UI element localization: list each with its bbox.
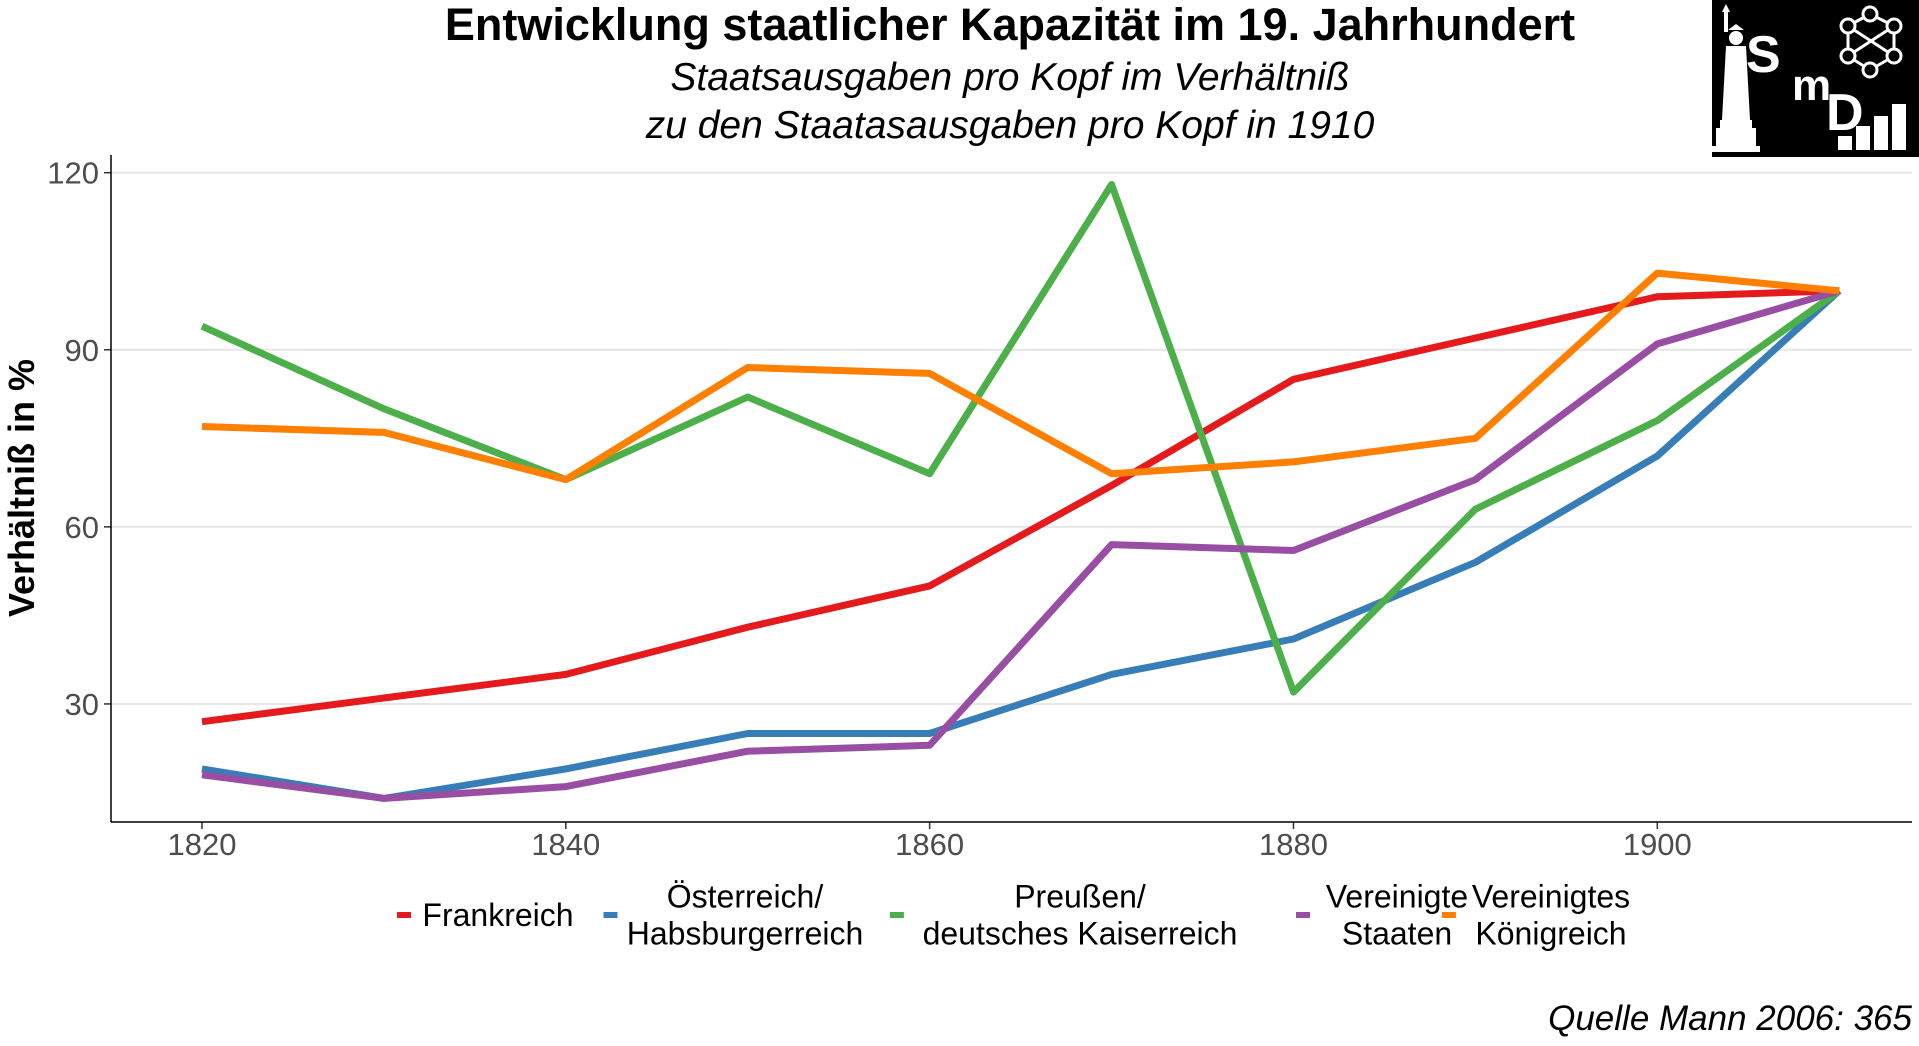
logo-letter-s: S [1746,26,1781,84]
network-people-icon [1839,5,1903,79]
legend: Frankreich Österreich/Habsburgerreich Preu… [397,879,1630,952]
legend-label-2: Österreich/ [667,879,824,915]
source-note: Quelle Mann 2006: 365 [1548,999,1912,1038]
x-tick-label: 1860 [895,827,964,862]
bar-chart-icon [1838,104,1906,150]
y-tick-label: 60 [65,510,99,545]
y-axis-label: Verhältniß in % [1,359,42,617]
series-line-1 [201,287,1840,726]
x-tick-label: 1840 [531,827,600,862]
legend-label-3: Preußen/ [1014,879,1146,915]
x-tick-label: 1900 [1623,827,1692,862]
y-tick-label: 120 [47,156,99,191]
series-line-2 [201,288,1842,802]
series-lines [200,181,1842,802]
legend-label-3: deutsches Kaiserreich [923,916,1238,952]
series-line-4 [201,287,1841,802]
chart-subtitle-line-2: zu den Staatasausgaben pro Kopf in 1910 [645,104,1375,147]
y-tick-label: 30 [65,687,99,722]
legend-label-4: Staaten [1342,916,1452,952]
statue-of-liberty-icon [1712,4,1760,152]
x-tick-label: 1820 [167,827,236,862]
smd-logo: S m D [1712,0,1919,157]
x-tick-label: 1880 [1259,827,1328,862]
series-line-3 [200,181,1842,696]
legend-label-5: Vereinigtes [1472,879,1630,915]
axes: 30 60 90 120 1820 1840 1860 1880 1900 [47,155,1912,862]
y-tick-label: 90 [65,333,99,368]
chart-title: Entwicklung staatlicher Kapazität im 19.… [445,0,1575,50]
series-line-5 [201,269,1840,484]
gridlines [111,171,1912,705]
legend-label-4: Vereinigte [1326,879,1468,915]
logo-letter-m: m [1792,61,1831,110]
legend-label-2: Habsburgerreich [627,916,864,952]
legend-label-5: Königreich [1475,916,1626,952]
legend-label-1: Frankreich [422,897,573,933]
chart-subtitle-line-1: Staatsausgaben pro Kopf im Verhältniß [670,56,1349,99]
